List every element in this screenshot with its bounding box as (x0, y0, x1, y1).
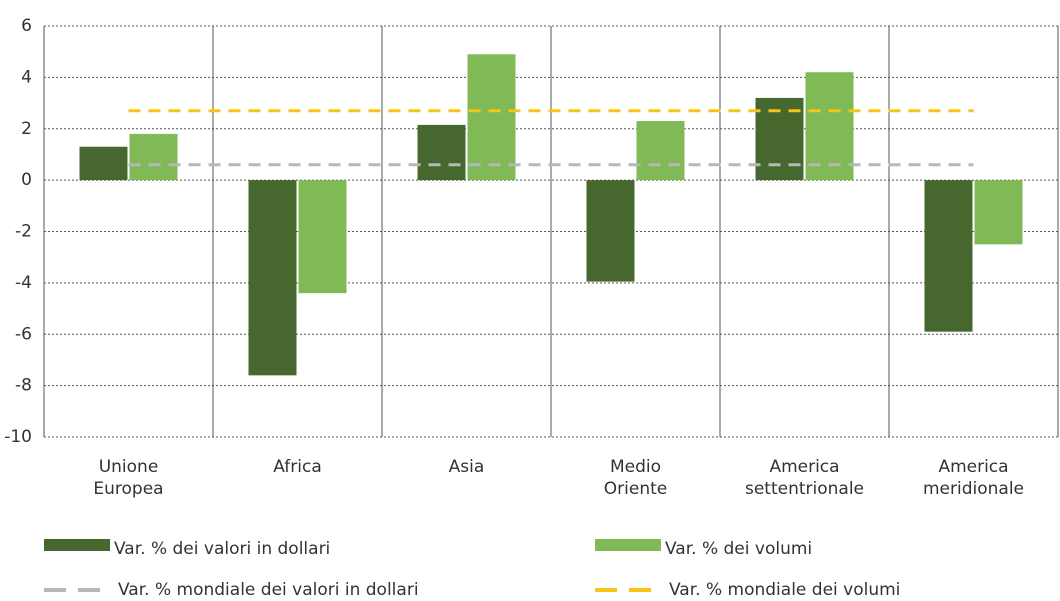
bar (129, 133, 178, 181)
y-tick-label: -10 (4, 427, 32, 447)
y-tick-label: 2 (21, 119, 32, 139)
bar (417, 124, 466, 181)
legend-label: Var. % dei valori in dollari (114, 539, 330, 559)
y-tick-label: -8 (15, 376, 32, 396)
bar (248, 180, 297, 376)
legend-swatch (595, 539, 661, 551)
bar (79, 146, 128, 181)
bar (636, 121, 685, 181)
bar (586, 180, 635, 282)
y-tick-label: -6 (15, 324, 32, 344)
legend-label: Var. % mondiale dei volumi (669, 580, 900, 600)
bar (924, 180, 973, 332)
y-tick-label: 4 (21, 67, 32, 87)
x-tick-label: America meridionale (923, 457, 1024, 499)
legend-label: Var. % mondiale dei valori in dollari (118, 580, 419, 600)
x-tick-label: Unione Europea (93, 457, 163, 499)
x-tick-label: America settentrionale (745, 457, 864, 499)
bar (805, 72, 854, 181)
x-tick-label: Asia (449, 457, 485, 477)
x-tick-label: Medio Oriente (604, 457, 667, 499)
x-tick-label: Africa (273, 457, 322, 477)
bar (467, 54, 516, 181)
legend-swatch (44, 539, 110, 551)
legend-label: Var. % dei volumi (665, 539, 812, 559)
y-tick-label: 6 (21, 16, 32, 36)
bar (974, 180, 1023, 245)
y-tick-label: -4 (15, 273, 32, 293)
y-tick-label: 0 (21, 170, 32, 190)
bar (298, 180, 347, 294)
y-tick-label: -2 (15, 222, 32, 242)
